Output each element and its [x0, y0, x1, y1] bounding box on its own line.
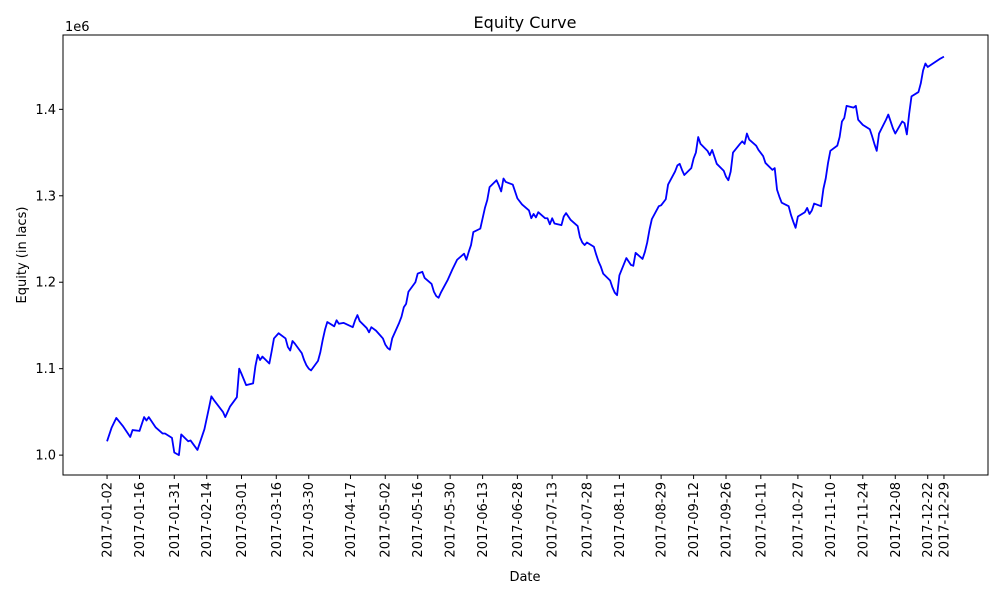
x-tick-label: 2017-03-16	[270, 482, 285, 558]
x-tick-label: 2017-06-13	[476, 482, 491, 558]
chart-title: Equity Curve	[474, 13, 577, 32]
x-tick-label: 2017-10-11	[754, 482, 769, 558]
y-tick-label: 1.3	[35, 189, 56, 204]
x-tick-label: 2017-05-16	[411, 482, 426, 558]
x-tick-label: 2017-01-02	[101, 482, 116, 558]
x-tick-label: 2017-12-08	[889, 482, 904, 558]
x-tick-label: 2017-11-10	[824, 482, 839, 558]
x-tick-label: 2017-08-11	[613, 482, 628, 558]
y-tick-label: 1.2	[35, 276, 56, 291]
x-tick-label: 2017-02-14	[200, 482, 215, 558]
x-tick-label: 2017-01-16	[133, 482, 148, 558]
x-tick-label: 2017-10-27	[791, 482, 806, 558]
x-axis-label: Date	[509, 570, 540, 585]
x-tick-label: 2017-11-24	[856, 482, 871, 558]
x-tick-label: 2017-09-12	[687, 482, 702, 558]
plot-frame	[62, 34, 989, 476]
x-tick-label: 2017-08-29	[655, 482, 670, 558]
x-tick-label: 2017-12-29	[937, 482, 952, 558]
x-tick-label: 2017-05-30	[444, 482, 459, 558]
x-tick-label: 2017-04-17	[344, 482, 359, 558]
x-tick-label: 2017-09-26	[720, 482, 735, 558]
y-tick-label: 1.4	[35, 103, 56, 118]
y-tick-label: 1.1	[35, 362, 56, 377]
x-tick-label: 2017-05-02	[379, 482, 394, 558]
x-tick-label: 2017-03-30	[302, 482, 317, 558]
x-tick-label: 2017-07-13	[546, 482, 561, 558]
y-tick-label: 1.0	[35, 449, 56, 464]
y-offset-label: 1e6	[65, 20, 90, 35]
y-axis-label: Equity (in lacs)	[15, 207, 30, 304]
x-tick-label: 2017-03-01	[235, 482, 250, 558]
x-tick-label: 2017-01-31	[168, 482, 183, 558]
x-tick-label: 2017-12-22	[921, 482, 936, 558]
x-tick-label: 2017-07-28	[580, 482, 595, 558]
equity-line	[106, 55, 945, 457]
x-tick-label: 2017-06-28	[511, 482, 526, 558]
